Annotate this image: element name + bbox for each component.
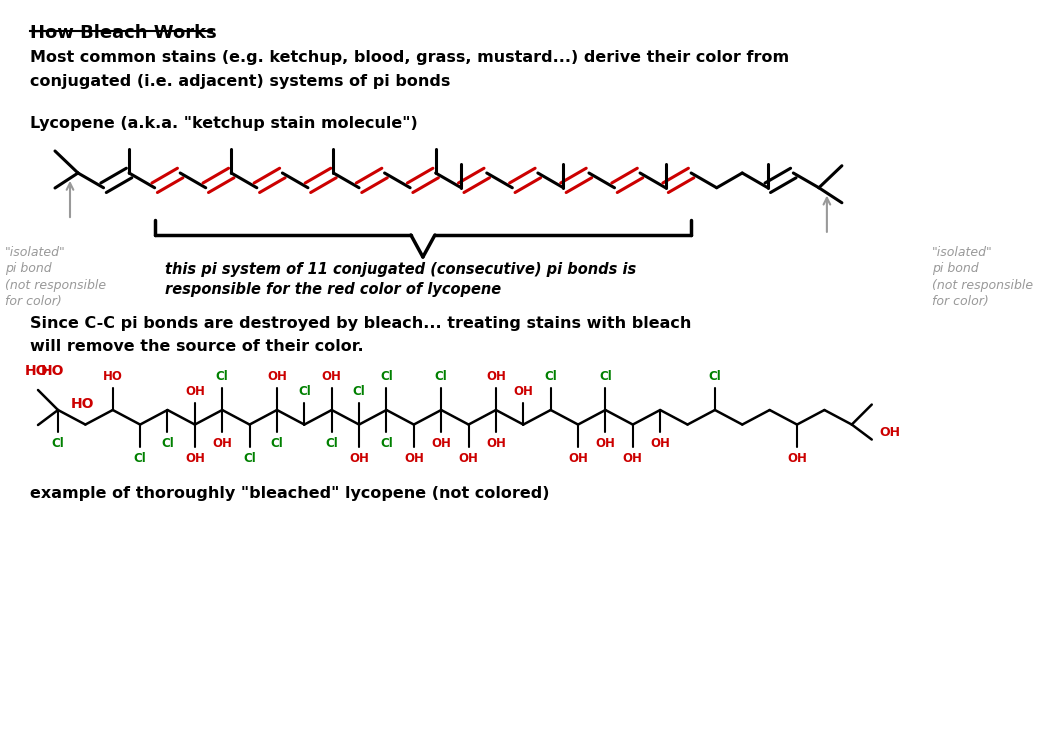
Text: Cl: Cl	[161, 437, 174, 450]
Text: Since C-C pi bonds are destroyed by bleach... treating stains with bleach: Since C-C pi bonds are destroyed by blea…	[30, 316, 691, 331]
Text: Cl: Cl	[134, 451, 146, 465]
Text: OH: OH	[487, 370, 506, 383]
Text: Cl: Cl	[326, 437, 338, 450]
Text: Cl: Cl	[298, 385, 311, 398]
Text: HO: HO	[24, 364, 48, 378]
Text: Cl: Cl	[380, 370, 393, 383]
Text: Cl: Cl	[51, 437, 65, 450]
Text: HO: HO	[42, 364, 65, 378]
Text: OH: OH	[458, 451, 478, 465]
Text: Cl: Cl	[709, 370, 721, 383]
Text: OH: OH	[212, 437, 232, 450]
Text: Cl: Cl	[434, 370, 448, 383]
Text: OH: OH	[267, 370, 287, 383]
Text: Cl: Cl	[544, 370, 557, 383]
Text: Cl: Cl	[270, 437, 283, 450]
Text: Cl: Cl	[216, 370, 229, 383]
Text: example of thoroughly "bleached" lycopene (not colored): example of thoroughly "bleached" lycopen…	[30, 486, 549, 501]
Text: "isolated"
pi bond
(not responsible
for color): "isolated" pi bond (not responsible for …	[5, 246, 106, 308]
Text: OH: OH	[404, 451, 424, 465]
Text: OH: OH	[185, 385, 205, 398]
Text: "isolated"
pi bond
(not responsible
for color): "isolated" pi bond (not responsible for …	[932, 246, 1034, 308]
Text: OH: OH	[623, 451, 643, 465]
Text: Most common stains (e.g. ketchup, blood, grass, mustard...) derive their color f: Most common stains (e.g. ketchup, blood,…	[30, 50, 789, 65]
Text: Cl: Cl	[353, 385, 365, 398]
Text: OH: OH	[787, 451, 807, 465]
Text: conjugated (i.e. adjacent) systems of pi bonds: conjugated (i.e. adjacent) systems of pi…	[30, 74, 450, 89]
Text: Cl: Cl	[380, 437, 393, 450]
Text: OH: OH	[880, 426, 901, 439]
Text: HO: HO	[71, 397, 95, 411]
Text: Lycopene (a.k.a. "ketchup stain molecule"): Lycopene (a.k.a. "ketchup stain molecule…	[30, 116, 418, 131]
Text: OH: OH	[514, 385, 533, 398]
Text: this pi system of 11 conjugated (consecutive) pi bonds is
responsible for the re: this pi system of 11 conjugated (consecu…	[165, 262, 636, 297]
Text: OH: OH	[568, 451, 588, 465]
Text: OH: OH	[487, 437, 506, 450]
Text: Cl: Cl	[599, 370, 612, 383]
Text: How Bleach Works: How Bleach Works	[30, 24, 217, 42]
Text: OH: OH	[349, 451, 369, 465]
Text: OH: OH	[650, 437, 670, 450]
Text: Cl: Cl	[243, 451, 256, 465]
Text: OH: OH	[431, 437, 451, 450]
Text: OH: OH	[185, 451, 205, 465]
Text: OH: OH	[322, 370, 341, 383]
Text: will remove the source of their color.: will remove the source of their color.	[30, 339, 363, 354]
Text: OH: OH	[595, 437, 615, 450]
Text: HO: HO	[102, 370, 123, 383]
